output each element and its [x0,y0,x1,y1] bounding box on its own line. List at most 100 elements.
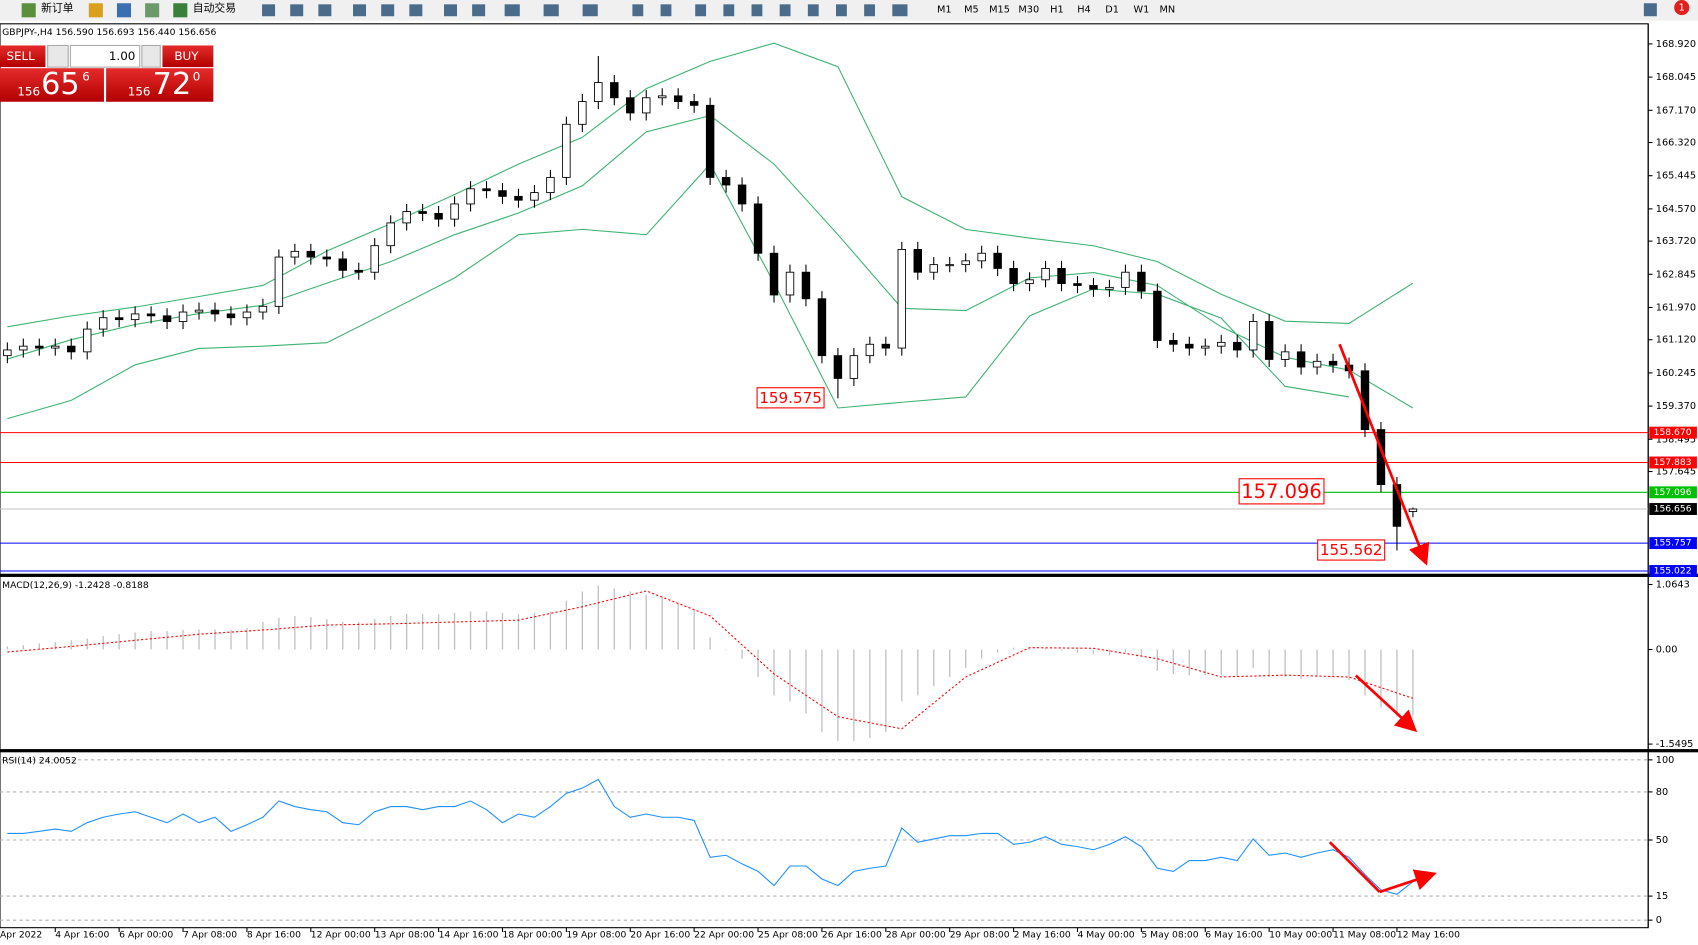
candle-body [945,264,954,267]
candle-body [1073,283,1082,286]
buy-button[interactable] [162,45,214,68]
candle-body [1296,351,1306,368]
icon[interactable] [472,4,486,17]
icon[interactable] [145,3,160,18]
macd-bar [1172,649,1174,674]
candle-body [1185,343,1194,349]
candle-body [961,260,970,266]
candle-body [929,264,938,273]
lot-value[interactable]: 1.00 [109,49,135,63]
icon[interactable] [353,4,367,17]
bid-suffix: 6 [82,69,90,83]
icon[interactable] [504,4,520,17]
level-box [1649,503,1697,515]
icon[interactable] [582,4,598,17]
macd-bar [1268,649,1270,677]
icon[interactable] [864,4,875,17]
macd-bar [166,631,168,650]
icon[interactable] [632,4,644,17]
ask-box[interactable] [106,68,214,102]
candle-body [242,311,252,319]
timeframe-button[interactable]: H4 [1077,5,1091,16]
icon[interactable] [262,4,276,17]
icon[interactable] [381,4,395,17]
timeframe-button[interactable]: D1 [1105,5,1119,16]
macd-bar [1012,647,1015,650]
icon[interactable] [723,4,735,17]
macd-bar [629,591,631,650]
x-tick-label: 29 Apr 08:00 [950,930,1010,941]
candle-body [258,305,268,313]
auto-trading[interactable]: 自动交易 [193,1,236,15]
macd-bar [1348,649,1350,681]
timeframe-button[interactable]: M15 [989,5,1010,16]
pane-separator [0,749,1698,753]
toolbar-bg [0,0,1698,21]
candle-body [1169,340,1178,345]
sell-button[interactable] [0,45,46,68]
level-box [1649,456,1697,469]
timeframe-button[interactable]: M5 [964,5,979,16]
notification-badge[interactable] [1674,0,1690,16]
timeframe-button[interactable]: MN [1160,5,1176,16]
icon[interactable] [660,4,672,17]
icon[interactable] [751,4,763,17]
icon[interactable] [409,4,423,17]
macd-bar [1060,649,1063,651]
candle-body [1137,271,1146,292]
macd-bar [565,600,568,650]
icon[interactable] [695,4,707,17]
macd-bar [390,615,392,650]
new-order[interactable]: 新订单 [41,1,74,15]
macd-bar [86,638,88,650]
y-tick-label: 167.170 [1656,105,1696,116]
icon[interactable] [88,3,103,18]
candle-body [1009,267,1018,285]
candle-body [466,188,475,205]
trade-panel: SELL 1.00 BUY 156 65 6 156 72 0 [0,44,214,102]
candle-body [1041,267,1050,281]
icon[interactable] [21,3,36,18]
icon[interactable] [543,4,559,17]
search-icon[interactable] [1643,3,1657,17]
icon[interactable] [443,4,457,17]
macd-bar [1140,649,1143,656]
candle-body [1248,321,1258,351]
macd-bar [1380,649,1382,708]
annotation: 157.096 [1241,480,1322,503]
macd-bar [70,640,72,650]
lot-input[interactable] [69,44,141,68]
macd-bar [374,618,376,650]
macd-bar [294,615,296,650]
icon[interactable] [892,4,908,17]
icon[interactable] [173,3,188,18]
x-tick-label: Apr 2022 [0,930,42,941]
macd-bar [326,618,328,650]
icon[interactable] [290,4,304,17]
timeframe-button[interactable]: W1 [1133,5,1149,16]
candle-body [1153,290,1162,341]
buy-label[interactable]: BUY [174,49,199,63]
macd-bar [661,597,663,650]
icon[interactable] [116,3,132,18]
candle-body [546,176,555,194]
timeframe-button[interactable]: M30 [1018,5,1039,16]
y-tick-label: 158.495 [1656,434,1696,445]
y-tick-label: 163.720 [1656,236,1696,247]
icon[interactable] [807,4,819,17]
icon[interactable] [318,4,332,17]
lot-up[interactable] [141,44,161,68]
level-label: 158.670 [1654,427,1692,438]
icon[interactable] [779,4,791,17]
macd-bar [198,629,200,650]
macd-bar [901,649,903,702]
timeframe-button[interactable]: M1 [937,5,952,16]
candle-body [370,245,379,273]
sell-label[interactable]: SELL [6,49,35,63]
timeframe-button[interactable]: H1 [1050,5,1064,16]
icon[interactable] [836,4,847,17]
candle-body [1232,341,1242,351]
lot-down[interactable] [47,44,69,68]
bid-box[interactable] [0,68,104,102]
